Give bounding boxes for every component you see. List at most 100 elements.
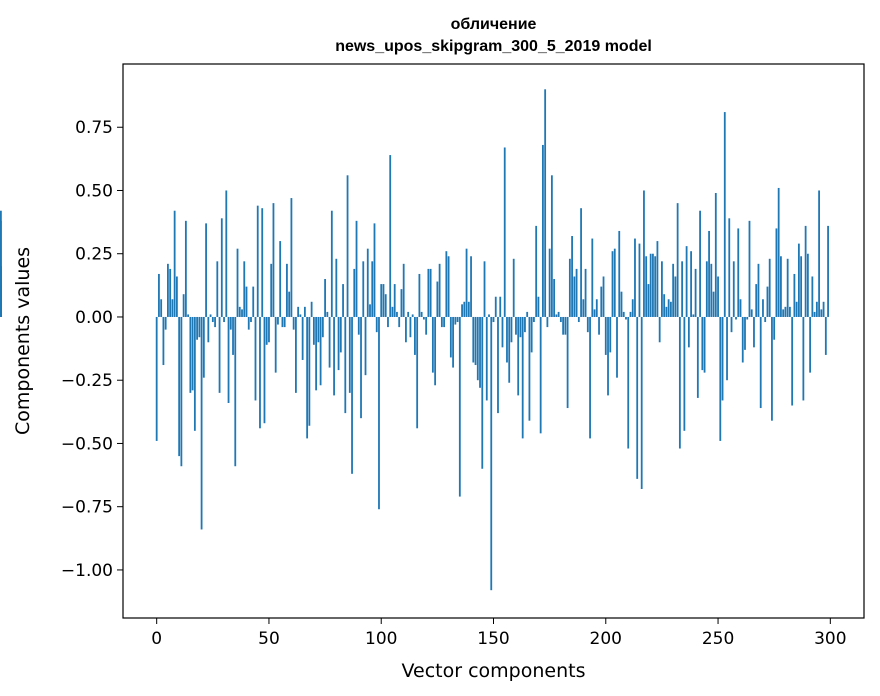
bar-28 (218, 316, 221, 393)
bar-6 (169, 268, 172, 317)
x-axis-ticks: 0 50 100 150 200 250 300 (151, 618, 847, 649)
bar-18 (196, 316, 198, 340)
bar-106 (393, 284, 396, 317)
bar-3 (162, 316, 165, 366)
bar-40 (245, 286, 248, 317)
bar-174 (546, 316, 549, 328)
bar-37 (238, 306, 241, 317)
bar-278 (780, 256, 782, 317)
bar-133 (454, 316, 457, 325)
bar-76 (326, 311, 329, 317)
bar-95 (369, 304, 371, 317)
bar-88 (353, 268, 356, 317)
bar-166 (528, 316, 531, 421)
y-tick-label: 0.75 (75, 118, 113, 138)
bar-86 (348, 316, 351, 393)
bar-82 (339, 316, 342, 353)
bar-226 (663, 294, 666, 317)
bar-299 (827, 225, 829, 317)
bar-60 (290, 198, 293, 317)
bar-101 (382, 284, 385, 317)
bar-179 (557, 311, 560, 317)
bar-258 (735, 316, 737, 320)
bar-54 (277, 316, 279, 325)
bar-165 (526, 311, 529, 317)
bar-97 (373, 223, 376, 317)
bar-261 (741, 316, 744, 363)
bar-247 (710, 263, 713, 317)
bar-272 (766, 286, 769, 317)
bar-49 (265, 316, 268, 345)
bar-29 (220, 218, 223, 317)
bar-218 (645, 256, 648, 317)
bar-72 (317, 316, 320, 343)
bar-158 (510, 316, 513, 343)
bar-219 (647, 284, 650, 317)
bar-112 (407, 311, 410, 317)
bar-55 (279, 241, 282, 317)
bar-90 (357, 316, 360, 335)
bar-240 (694, 268, 697, 317)
bar-137 (463, 301, 466, 317)
bar-94 (366, 248, 369, 317)
bar-296 (820, 309, 823, 317)
bar-undefined (0, 286, 2, 317)
bar-196 (595, 299, 598, 317)
bar-12 (182, 294, 185, 317)
bar-85 (346, 175, 349, 317)
bar-270 (762, 299, 764, 317)
bar-136 (461, 304, 463, 317)
bar-159 (512, 258, 515, 317)
bar-51 (270, 263, 273, 317)
bar-129 (445, 251, 448, 317)
bar-284 (793, 273, 796, 317)
bar-117 (418, 273, 421, 317)
x-tick-label: 200 (590, 629, 622, 649)
bar-279 (782, 309, 785, 317)
bar-149 (490, 316, 493, 591)
bar-141 (472, 316, 475, 363)
bar-164 (524, 316, 526, 333)
bar-2 (160, 299, 163, 317)
bar-20 (200, 316, 203, 530)
chart-title: обличение (451, 16, 537, 33)
bar-78 (330, 210, 333, 317)
bar-19 (198, 316, 201, 338)
bar-231 (674, 276, 677, 317)
bar-250 (717, 276, 719, 317)
bar-68 (308, 316, 311, 426)
bar-286 (797, 243, 800, 317)
bar-190 (582, 299, 585, 317)
bar-93 (364, 316, 367, 376)
bar-71 (315, 316, 318, 391)
bar-120 (425, 316, 428, 335)
bar-268 (757, 263, 760, 317)
x-tick-label: 0 (151, 629, 162, 649)
bar-191 (584, 268, 587, 317)
bar-62 (295, 316, 297, 393)
x-tick-label: 150 (477, 629, 509, 649)
bar-251 (719, 316, 722, 441)
bar-170 (537, 296, 540, 317)
bar-9 (175, 276, 178, 317)
bar-253 (723, 112, 726, 317)
bar-139 (467, 301, 470, 317)
bar-30 (223, 316, 225, 323)
bar-43 (252, 286, 255, 317)
bar-127 (440, 316, 443, 328)
bar-46 (259, 316, 261, 429)
bar-294 (815, 301, 818, 317)
bar-116 (416, 316, 419, 429)
bar-172 (542, 144, 544, 317)
bar-276 (775, 228, 778, 317)
bar-289 (804, 225, 807, 317)
bar-287 (800, 256, 803, 317)
bar-123 (431, 316, 434, 373)
bar-195 (593, 309, 596, 317)
bar-216 (640, 316, 643, 489)
bar-15 (189, 316, 192, 393)
bar-131 (449, 316, 452, 358)
bar-121 (427, 268, 430, 317)
bar-266 (753, 316, 755, 348)
